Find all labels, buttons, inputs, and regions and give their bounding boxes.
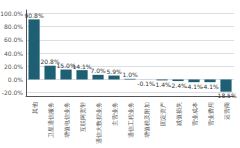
svg-text:运营商: 运营商 [223, 102, 230, 120]
svg-text:40.0%: 40.0% [4, 50, 23, 57]
svg-text:60.0%: 60.0% [4, 36, 23, 43]
html-text:-0.1% -1.4% -2.4% -4.1%: -0.1% -1.4% -2.4% -4.1% [137, 80, 203, 90]
svg-text:1.0%: 1.0% [122, 71, 138, 78]
svg-text:100.0%: 100.0% [0, 10, 23, 17]
svg-text:其他: 其他 [31, 102, 38, 114]
svg-text:营业费用: 营业费用 [207, 102, 214, 126]
svg-text:-4.1%: -4.1% [201, 83, 219, 90]
svg-text:卫星通信服务: 卫星通信服务 [47, 102, 54, 138]
svg-text:通信大数据业务: 通信大数据业务 [95, 102, 102, 144]
svg-text:90.8%: 90.8% [25, 12, 44, 19]
svg-text:减值损失: 减值损失 [175, 102, 182, 126]
svg-text:20.8%: 20.8% [40, 58, 60, 66]
svg-text:14.1%: 14.1% [73, 63, 92, 70]
svg-text:增值税及附加: 增值税及附加 [143, 102, 150, 139]
svg-text:7.0%: 7.0% [90, 67, 106, 74]
svg-text:互联网宽带: 互联网宽带 [79, 102, 86, 132]
svg-text:营业成本: 营业成本 [191, 102, 198, 126]
svg-text:固定资产: 固定资产 [159, 102, 166, 126]
svg-text:15.0%: 15.0% [56, 62, 76, 69]
svg-text:增值电信业务: 增值电信业务 [63, 102, 70, 139]
svg-text:80.0%: 80.0% [4, 23, 23, 30]
svg-text:0.0%: 0.0% [8, 76, 24, 83]
svg-text:主营业务: 主营业务 [111, 102, 118, 126]
svg-text:-18.5%: -18.5% [215, 92, 237, 99]
svg-text:-20.0%: -20.0% [2, 89, 24, 96]
svg-text:通信工程业务: 通信工程业务 [127, 102, 134, 138]
svg-text:20.0%: 20.0% [4, 63, 23, 70]
svg-text:5.9%: 5.9% [106, 68, 122, 75]
